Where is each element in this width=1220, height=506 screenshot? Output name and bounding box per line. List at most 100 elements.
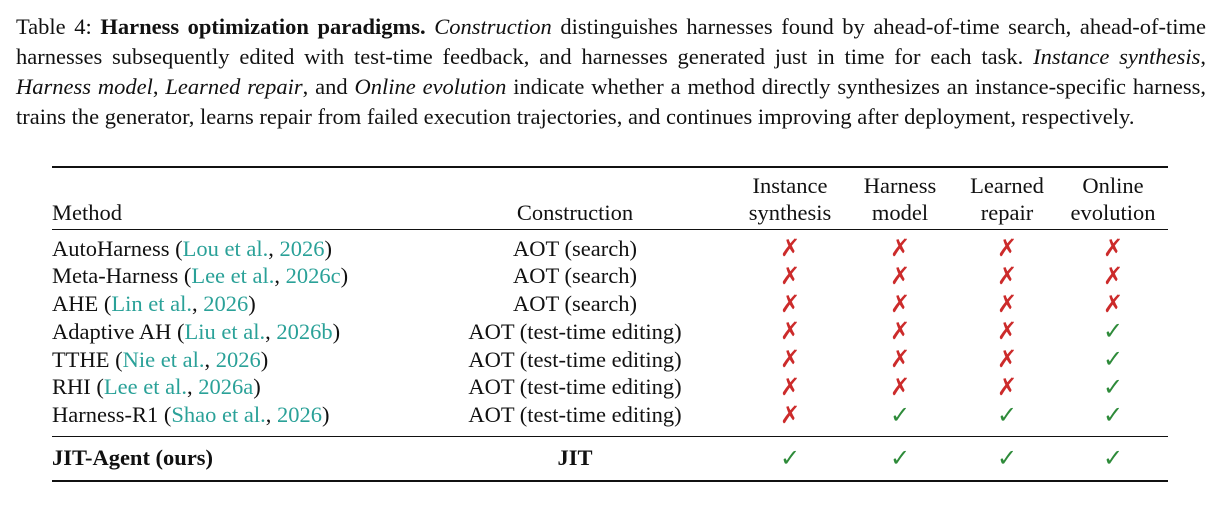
header-text: Construction xyxy=(516,200,634,225)
construction: AOT (test-time editing) xyxy=(468,374,682,400)
header-line: model xyxy=(871,200,929,225)
mark-cell: ✓ xyxy=(1058,401,1168,437)
mark-cell: ✗ xyxy=(956,346,1058,374)
mark: ✗ xyxy=(996,345,1018,374)
mark-cell: ✓ xyxy=(956,401,1058,437)
method-text: JIT-Agent (ours) xyxy=(52,445,214,471)
mark: ✗ xyxy=(779,400,801,429)
citation: 2026 xyxy=(215,346,261,372)
mark-cell: ✗ xyxy=(1058,262,1168,291)
header-line: Harness xyxy=(863,173,937,198)
construction: AOT (test-time editing) xyxy=(468,346,682,372)
method-text: ) xyxy=(332,318,341,344)
header-line: Instance xyxy=(752,173,828,198)
mark-cell: ✗ xyxy=(956,289,1058,319)
method-cell: Harness-R1 (Shao et al., 2026) xyxy=(52,401,450,437)
method-text: , xyxy=(191,291,204,317)
caption-text: , xyxy=(1200,44,1206,69)
mark-cell: ✗ xyxy=(844,318,956,346)
construction-cell: AOT (search) xyxy=(450,263,736,291)
header-cell: Learned repair xyxy=(956,166,1058,230)
citation: 2026 xyxy=(203,291,249,317)
table-row: Adaptive AH (Liu et al., 2026b) AOT (test… xyxy=(52,318,1168,346)
header-cell: Construction xyxy=(450,166,736,230)
method-text: , xyxy=(265,402,277,428)
mark-cell: ✓ xyxy=(956,436,1058,482)
construction: AOT (search) xyxy=(513,235,637,261)
mark-cell: ✗ xyxy=(956,374,1058,402)
mark-cell: ✗ xyxy=(844,374,956,402)
mark: ✓ xyxy=(1102,345,1124,374)
table-footer: JIT-Agent (ours) JIT ✓ ✓ ✓ ✓ xyxy=(52,436,1168,482)
mark-cell: ✗ xyxy=(736,318,844,346)
table-header: Method Construction Instance synthesis Harne… xyxy=(52,166,1168,230)
header-line: Online xyxy=(1082,173,1144,198)
table-row: TTHE (Nie et al., 2026) AOT (test-time ed… xyxy=(52,346,1168,374)
mark: ✓ xyxy=(996,443,1018,472)
mark-cell: ✗ xyxy=(956,318,1058,346)
method-text: Harness-R1 ( xyxy=(52,402,172,428)
method-cell: AutoHarness (Lou et al., 2026) xyxy=(52,230,450,263)
caption-text: , and xyxy=(302,74,355,99)
mark-cell: ✗ xyxy=(844,262,956,291)
header-cell: Method xyxy=(52,166,450,230)
mark: ✗ xyxy=(779,234,801,262)
mark: ✗ xyxy=(996,234,1018,262)
caption-term: Harness model xyxy=(16,74,153,99)
mark: ✗ xyxy=(889,234,911,262)
header-line: synthesis xyxy=(748,200,832,225)
mark: ✗ xyxy=(889,372,911,401)
citation: Liu et al. xyxy=(184,318,266,344)
method-cell: JIT-Agent (ours) xyxy=(52,436,450,482)
method-text: TTHE ( xyxy=(52,346,123,372)
header-text: Method xyxy=(52,200,122,225)
construction-cell: AOT (test-time editing) xyxy=(450,318,736,346)
mark: ✗ xyxy=(779,289,801,318)
caption-title: Harness optimization paradigms. xyxy=(100,14,426,39)
construction-cell: AOT (search) xyxy=(450,230,736,263)
mark: ✗ xyxy=(779,317,801,346)
construction-cell: JIT xyxy=(450,436,736,482)
caption-term: Instance synthesis xyxy=(1033,44,1201,69)
method-cell: Adaptive AH (Liu et al., 2026b) xyxy=(52,318,450,346)
citation: 2026c xyxy=(285,263,341,289)
citation: Lou et al. xyxy=(182,235,269,261)
method-text: , xyxy=(186,374,199,400)
method-text: ) xyxy=(260,346,269,372)
mark-cell: ✓ xyxy=(736,436,844,482)
mark: ✗ xyxy=(996,289,1018,318)
citation: Lin et al. xyxy=(111,291,192,317)
mark: ✗ xyxy=(779,261,801,290)
citation: 2026b xyxy=(276,318,333,344)
caption-text: , xyxy=(152,74,166,99)
method-cell: TTHE (Nie et al., 2026) xyxy=(52,346,450,374)
header-cell: Instance synthesis xyxy=(736,166,844,230)
mark-cell: ✗ xyxy=(956,262,1058,291)
mark: ✓ xyxy=(889,400,911,429)
mark-cell: ✓ xyxy=(844,436,956,482)
caption-term: Online evolution xyxy=(354,74,507,99)
header-line: evolution xyxy=(1070,200,1156,225)
method-cell: AHE (Lin et al., 2026) xyxy=(52,291,450,319)
table-caption: Table 4: Harness optimization paradigms.… xyxy=(16,12,1206,132)
caption-label: Table 4: xyxy=(16,14,101,39)
method-text: , xyxy=(204,346,216,372)
header-line: Learned xyxy=(970,173,1044,198)
header-row: Method Construction Instance synthesis Harne… xyxy=(52,166,1168,230)
ours-row: JIT-Agent (ours) JIT ✓ ✓ ✓ ✓ xyxy=(52,436,1168,482)
mark-cell: ✗ xyxy=(736,230,844,263)
mark-cell: ✓ xyxy=(1058,318,1168,346)
mark-cell: ✗ xyxy=(844,230,956,263)
construction: AOT (search) xyxy=(513,291,637,317)
mark: ✗ xyxy=(889,317,911,346)
method-text: AHE ( xyxy=(52,291,112,317)
header-cell: Harness model xyxy=(844,166,956,230)
citation: Nie et al. xyxy=(122,346,205,372)
method-text: ) xyxy=(248,291,256,317)
mark-cell: ✓ xyxy=(1058,374,1168,402)
method-cell: Meta-Harness (Lee et al., 2026c) xyxy=(52,263,450,291)
mark-cell: ✓ xyxy=(1058,436,1168,482)
mark: ✗ xyxy=(1102,289,1124,318)
mark: ✗ xyxy=(1102,234,1124,262)
method-text: , xyxy=(274,263,286,289)
